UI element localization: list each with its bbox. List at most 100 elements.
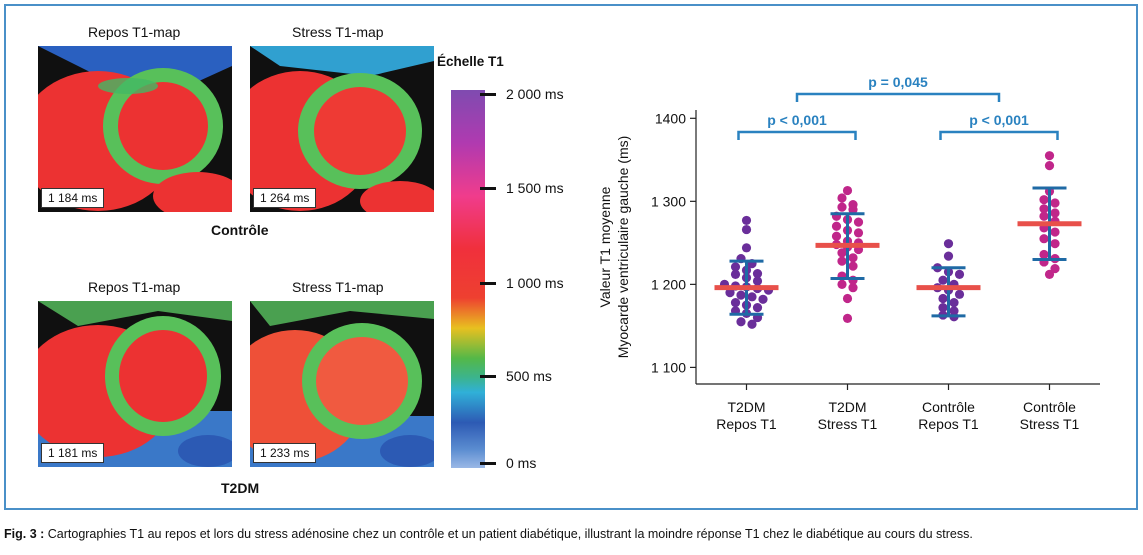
data-point [943,251,954,261]
t1-map-image [250,46,434,212]
data-point [837,193,847,203]
data-point [1039,249,1049,260]
t2dm-stress-title: Stress T1-map [292,279,384,295]
t1-map-image [250,301,434,467]
t1-map-image [38,46,232,212]
scale-tick [480,282,496,285]
data-point [741,243,752,253]
data-point [1050,208,1060,218]
data-point [943,239,954,249]
scatter-chart: 1 100 1 200 1 300 1400 Valeur T1 moyenne Myoc… [597,74,1100,432]
data-point [741,215,752,226]
figure-caption: Fig. 3 : Cartographies T1 au repos et lo… [4,527,973,541]
data-point [741,224,752,235]
scale-tick-label: 1 500 ms [506,180,564,196]
data-point [752,303,763,313]
data-point [853,217,864,227]
x-tick-label: Repos T1 [716,416,777,432]
data-point [1039,204,1049,214]
data-point [848,283,858,293]
data-point [837,256,847,266]
data-point [837,202,847,212]
data-point [752,268,763,279]
data-point [1039,234,1049,244]
controle-rest-title: Repos T1-map [88,24,181,40]
significance-bracket [795,92,1001,102]
scale-tick [480,93,496,96]
y-axis-label-line: Myocarde ventriculaire gauche (ms) [615,136,631,359]
t2dm-group-label: T2DM [221,480,260,496]
y-axis-label: Valeur T1 moyenne Myocarde ventriculaire … [597,136,631,359]
x-tick-label: Contrôle [922,399,975,415]
data-point [848,205,858,215]
data-point [1050,239,1060,249]
y-tick-label: 1 300 [651,193,686,209]
data-point [747,292,757,302]
p-value-label: p < 0,001 [969,112,1029,128]
controle-stress-title: Stress T1-map [292,24,384,40]
data-point [842,313,853,324]
controle-rest-value: 1 184 ms [41,188,105,208]
x-tick-label: Contrôle [1023,399,1076,415]
t2dm-rest-value: 1 181 ms [41,443,105,463]
data-point [736,317,746,327]
y-tick-label: 1 100 [651,359,686,375]
data-point [949,298,959,308]
x-tick-label: T2DM [828,399,866,415]
t2dm-stress-map: 1 233 ms [250,301,444,467]
x-tick-label: T2DM [727,399,765,415]
x-tick-label: Stress T1 [1020,416,1080,432]
t2dm-rest-title: Repos T1-map [88,279,181,295]
caption-prefix: Fig. 3 : [4,527,45,541]
t1-map-image [38,301,232,467]
p-value-label: p = 0,045 [868,74,928,90]
data-point [725,288,735,298]
data-point [1050,263,1060,274]
data-point [730,269,741,279]
scale-tick-label: 2 000 ms [506,86,564,102]
scale-tick-label: 1 000 ms [506,275,564,291]
data-point [736,290,746,300]
scale-tick-label: 500 ms [506,368,552,384]
t2dm-rest-map: 1 181 ms [38,301,232,467]
data-point [1044,151,1055,161]
data-point [1039,211,1049,221]
controle-rest-map: 1 184 ms [38,46,232,212]
scale-tick [480,187,496,190]
data-point [938,275,948,285]
data-point [848,253,858,263]
p-value-label: p < 0,001 [767,112,827,128]
data-point [1039,195,1049,205]
t1-color-scale [451,90,485,468]
data-point [747,319,757,329]
controle-stress-map: 1 264 ms [250,46,444,212]
data-point [837,279,847,289]
controle-group-label: Contrôle [211,222,269,238]
y-tick-label: 1400 [655,110,686,126]
data-point [1044,161,1055,171]
data-point [842,293,853,304]
x-tick-label: Stress T1 [818,416,878,432]
data-point [853,228,864,238]
data-point [1050,198,1060,208]
data-point [954,289,965,299]
data-point [954,269,965,279]
caption-text: Cartographies T1 au repos et lors du str… [44,527,973,541]
scale-title: Échelle T1 [437,54,504,69]
data-point [848,261,858,271]
data-point [837,248,847,258]
scale-tick [480,375,496,378]
significance-bracket [939,130,1059,140]
significance-bracket [737,130,857,140]
data-point [831,221,842,231]
controle-stress-value: 1 264 ms [253,188,317,208]
t2dm-stress-value: 1 233 ms [253,443,317,463]
data-point [938,303,948,313]
data-point [831,231,842,241]
scale-tick [480,462,496,465]
data-point [752,276,763,286]
y-tick-label: 1 200 [651,276,686,292]
data-point [758,294,768,304]
scale-tick-label: 0 ms [506,455,537,471]
y-axis-label-line: Valeur T1 moyenne [597,186,613,307]
